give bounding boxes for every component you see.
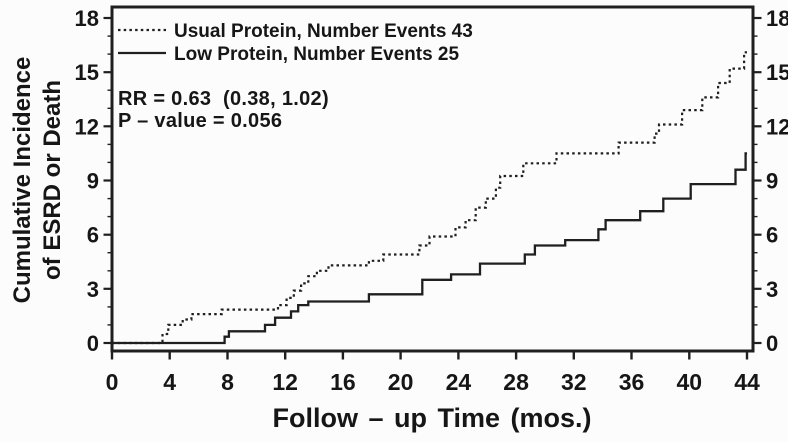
x-tick-label: 20 <box>388 369 414 395</box>
x-tick-label: 16 <box>330 369 356 395</box>
y-tick-label-right: 0 <box>766 331 778 356</box>
y-tick-label-right: 9 <box>766 169 778 194</box>
usual-protein-legend-label: Usual Protein, Number Events 43 <box>174 21 473 42</box>
y-tick-label-left: 6 <box>87 223 99 248</box>
x-tick-label: 0 <box>106 369 119 395</box>
x-axis-title: Follow – up Time (mos.) <box>272 403 591 433</box>
x-tick-label: 12 <box>272 369 298 395</box>
low-protein-curve <box>112 152 747 345</box>
pvalue-annotation: P – value = 0.056 <box>118 110 282 132</box>
x-tick-label: 4 <box>163 369 176 395</box>
x-tick-label: 8 <box>221 369 234 395</box>
y-axis-title-line2: of ESRD or Death <box>39 80 66 280</box>
x-tick-label: 24 <box>446 369 472 395</box>
y-tick-label-left: 12 <box>75 114 99 139</box>
y-tick-label-left: 18 <box>75 6 99 31</box>
x-tick-label: 40 <box>677 369 703 395</box>
y-axis-title: Cumulative Incidence of ESRD or Death <box>9 57 66 304</box>
y-tick-label-right: 6 <box>766 223 778 248</box>
x-tick-label: 44 <box>734 369 760 395</box>
x-tick-label: 32 <box>561 369 587 395</box>
y-tick-label-left: 15 <box>75 60 99 85</box>
y-tick-label-right: 12 <box>766 114 788 139</box>
y-axis-title-line1: Cumulative Incidence <box>9 57 36 304</box>
y-tick-label-left: 9 <box>87 169 99 194</box>
rr-annotation: RR = 0.63 (0.38, 1.02) <box>118 88 329 110</box>
curves <box>112 51 747 345</box>
x-tick-label: 28 <box>503 369 529 395</box>
y-tick-label-right: 15 <box>766 60 788 85</box>
y-tick-label-right: 18 <box>766 6 788 31</box>
plot-frame <box>110 5 755 353</box>
x-tick-label: 36 <box>619 369 645 395</box>
y-tick-label-left: 0 <box>87 331 99 356</box>
stats-annotation: RR = 0.63 (0.38, 1.02) P – value = 0.056 <box>118 88 329 132</box>
y-tick-label-right: 3 <box>766 277 778 302</box>
low-protein-legend-label: Low Protein, Number Events 25 <box>174 44 459 65</box>
usual-protein-curve <box>112 51 747 345</box>
y-tick-label-left: 3 <box>87 277 99 302</box>
legend: Usual Protein, Number Events 43 Low Prot… <box>118 21 473 65</box>
